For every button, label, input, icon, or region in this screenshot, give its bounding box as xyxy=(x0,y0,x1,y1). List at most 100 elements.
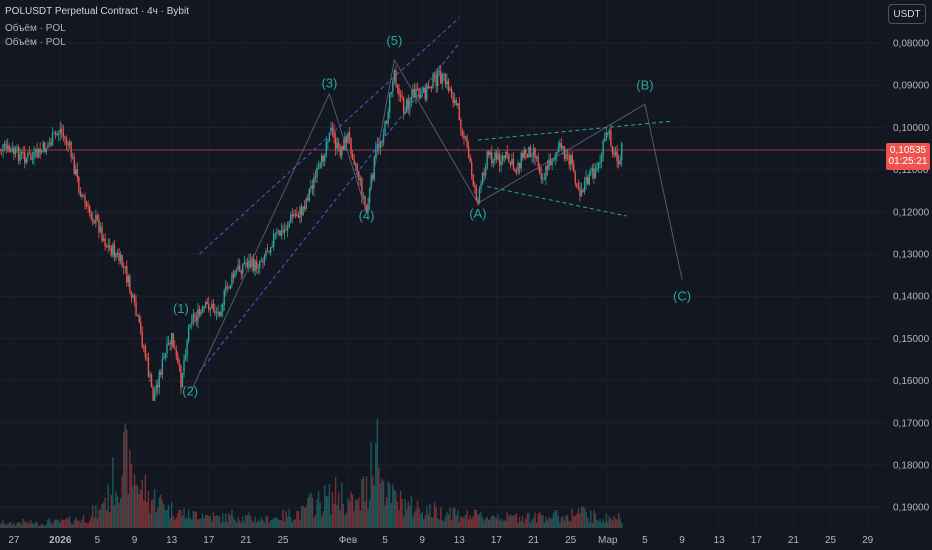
candle-body xyxy=(268,251,270,253)
volume-bar xyxy=(576,513,578,528)
volume-bar xyxy=(320,516,323,528)
volume-bar xyxy=(79,522,82,528)
candle-body xyxy=(353,159,355,165)
candle-body xyxy=(614,151,617,156)
candle-body xyxy=(238,265,241,271)
candle-body xyxy=(140,322,142,332)
volume-bar xyxy=(569,521,572,528)
currency-button[interactable]: USDT xyxy=(888,4,926,24)
volume-legend-1[interactable]: Объём · POL xyxy=(5,23,66,34)
candle-body xyxy=(406,99,408,113)
volume-bar xyxy=(169,517,171,528)
time-tick-label: 13 xyxy=(714,535,726,546)
candle-body xyxy=(81,194,83,197)
volume-bar xyxy=(523,522,525,528)
volume-bar xyxy=(288,508,290,528)
candle-body xyxy=(252,258,255,272)
candle-body xyxy=(61,128,63,133)
volume-bar xyxy=(308,494,310,528)
volume-bar xyxy=(455,515,457,528)
candle-body xyxy=(542,178,544,180)
candle-body xyxy=(180,366,182,388)
volume-bar xyxy=(395,491,397,528)
candle-body xyxy=(200,311,202,315)
channel-line xyxy=(199,42,460,373)
candle-body xyxy=(531,155,533,157)
volume-bar xyxy=(310,492,312,528)
candle-body xyxy=(438,71,440,72)
candle-body xyxy=(291,214,293,217)
candle-body xyxy=(413,89,416,98)
volume-bar xyxy=(470,519,473,528)
candle-body xyxy=(444,74,447,85)
volume-bar xyxy=(419,514,422,528)
volume-bar xyxy=(605,513,607,528)
volume-bar xyxy=(302,505,304,528)
candle-body xyxy=(215,312,218,314)
volume-legend-2[interactable]: Объём · POL xyxy=(5,37,66,48)
volume-bar xyxy=(506,512,508,528)
volume-bar xyxy=(466,509,468,528)
candle-body xyxy=(580,190,583,197)
volume-bar xyxy=(87,523,89,528)
time-tick-label: 17 xyxy=(751,535,763,546)
candle-body xyxy=(539,166,541,174)
candle-body xyxy=(183,359,185,374)
volume-bar xyxy=(531,519,533,528)
volume-bar xyxy=(565,515,567,528)
candle-body xyxy=(88,206,91,215)
volume-bar xyxy=(378,467,380,528)
candle-body xyxy=(537,156,539,167)
wave-label: (C) xyxy=(673,288,691,303)
volume-bar xyxy=(206,514,208,528)
volume-bar xyxy=(286,516,289,528)
volume-bar xyxy=(334,477,337,528)
volume-bar xyxy=(432,517,434,528)
candle-body xyxy=(147,357,150,377)
volume-bar xyxy=(214,516,216,528)
volume-bar xyxy=(453,507,456,528)
candle-body xyxy=(290,214,292,222)
volume-bar xyxy=(194,511,196,528)
price-axis[interactable]: 0,08000 0,09000 0,10000 0,11000 0,12000 0,130… xyxy=(893,39,930,514)
volume-bar xyxy=(256,522,258,528)
candle-body xyxy=(336,142,338,149)
candle-body xyxy=(436,71,439,87)
time-tick-label: 5 xyxy=(382,535,388,546)
candle-body xyxy=(242,264,244,274)
volume-bar xyxy=(480,512,482,528)
candle-body xyxy=(141,331,143,347)
candle-body xyxy=(30,154,32,160)
time-axis[interactable]: 27 2026 5 9 13 17 21 25 Фев 5 9 13 17 21 25 Мар 5 9 13 17 21… xyxy=(8,535,873,546)
volume-bar xyxy=(525,518,527,528)
candle-body xyxy=(54,133,57,135)
candle-body xyxy=(432,73,434,88)
candle-body xyxy=(299,207,301,219)
volume-bar xyxy=(300,506,303,528)
candle-body xyxy=(107,245,109,248)
volume-bar xyxy=(495,518,498,528)
volume-bar xyxy=(562,515,564,528)
candle-body xyxy=(337,142,340,148)
candle-body xyxy=(62,132,65,137)
volume-bar xyxy=(285,511,287,528)
volume-bar xyxy=(385,497,388,528)
volume-bar xyxy=(324,485,326,528)
volume-bar xyxy=(492,515,495,528)
candle-body xyxy=(149,374,151,377)
candle-body xyxy=(218,311,221,316)
price-tick-label: 0,16000 xyxy=(893,376,930,387)
candle-body xyxy=(613,152,615,156)
volume-bar xyxy=(78,520,80,528)
volume-bar xyxy=(375,442,377,528)
volume-bar xyxy=(463,517,465,528)
candle-body xyxy=(209,308,212,310)
volume-bar xyxy=(350,491,352,528)
volume-bar xyxy=(602,519,604,528)
candle-body xyxy=(273,234,275,247)
volume-bar xyxy=(512,515,515,528)
candle-body xyxy=(14,147,17,155)
candle-body xyxy=(132,295,134,298)
volume-bar xyxy=(518,516,521,528)
